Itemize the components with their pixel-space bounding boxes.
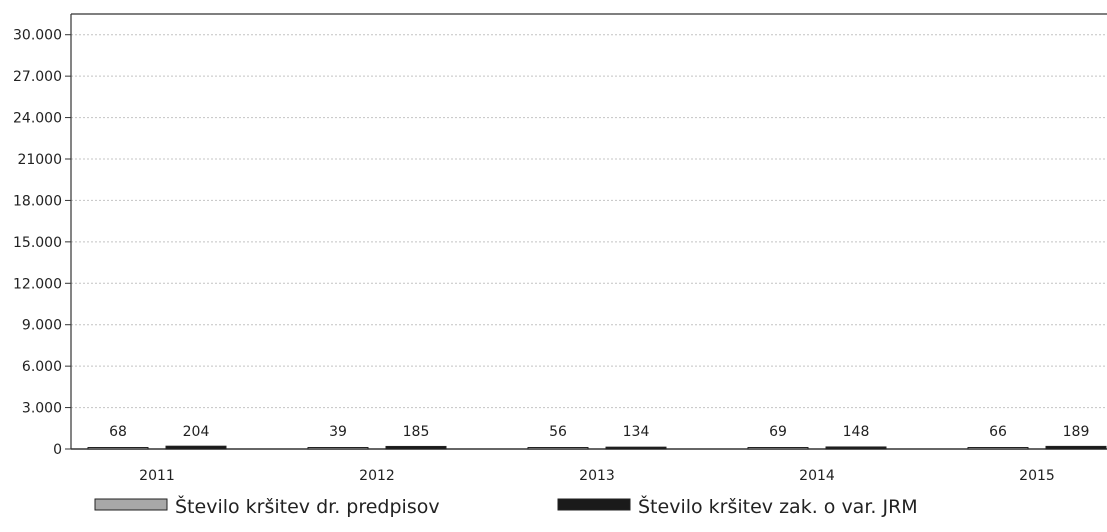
y-tick-label: 18.000 [13,193,62,209]
bar [165,445,227,450]
legend-label: Število kršitev dr. predpisov [175,494,440,518]
bar [385,445,447,450]
x-tick-label: 2014 [799,468,835,484]
data-label: 148 [843,424,870,440]
data-label: 56 [549,424,567,440]
grid-layer [71,34,1107,409]
bar [527,447,589,450]
legend-swatch [557,498,631,511]
data-label: 68 [109,424,127,440]
y-tick-label: 9.000 [22,318,62,334]
bars-layer [87,445,1107,450]
legend-swatch [94,498,168,511]
y-tick-label: 12.000 [13,276,62,292]
bar [747,447,809,450]
data-label: 185 [403,424,430,440]
x-tick-label: 2011 [139,468,175,484]
y-tick-label: 0 [53,442,62,458]
x-tick-label: 2015 [1019,468,1055,484]
data-label: 66 [989,424,1007,440]
bar [967,447,1029,450]
bar [605,446,667,450]
y-tick-label: 6.000 [22,359,62,375]
x-tick-label: 2012 [359,468,395,484]
data-label: 204 [183,424,210,440]
y-tick-label: 27.000 [13,69,62,85]
legend-label: Število kršitev zak. o var. JRM [638,494,918,518]
bar [87,447,149,450]
bar [307,447,369,450]
data-label: 134 [623,424,650,440]
y-tick-label: 3.000 [22,401,62,417]
data-label: 39 [329,424,347,440]
bar [1045,445,1107,450]
data-label: 189 [1063,424,1090,440]
y-tick-label: 15.000 [13,235,62,251]
data-label: 69 [769,424,787,440]
y-tick-label: 21000 [17,152,62,168]
labels-layer: 0 3.000 6.000 9.000 12.000 15.000 18.000 21000 2… [13,28,1089,484]
bar [825,446,887,450]
x-tick-label: 2013 [579,468,615,484]
plot-frame [65,13,1107,450]
y-tick-label: 30.000 [13,28,62,44]
y-tick-label: 24.000 [13,111,62,127]
legend: Število kršitev dr. predpisov Število krš… [94,494,918,518]
